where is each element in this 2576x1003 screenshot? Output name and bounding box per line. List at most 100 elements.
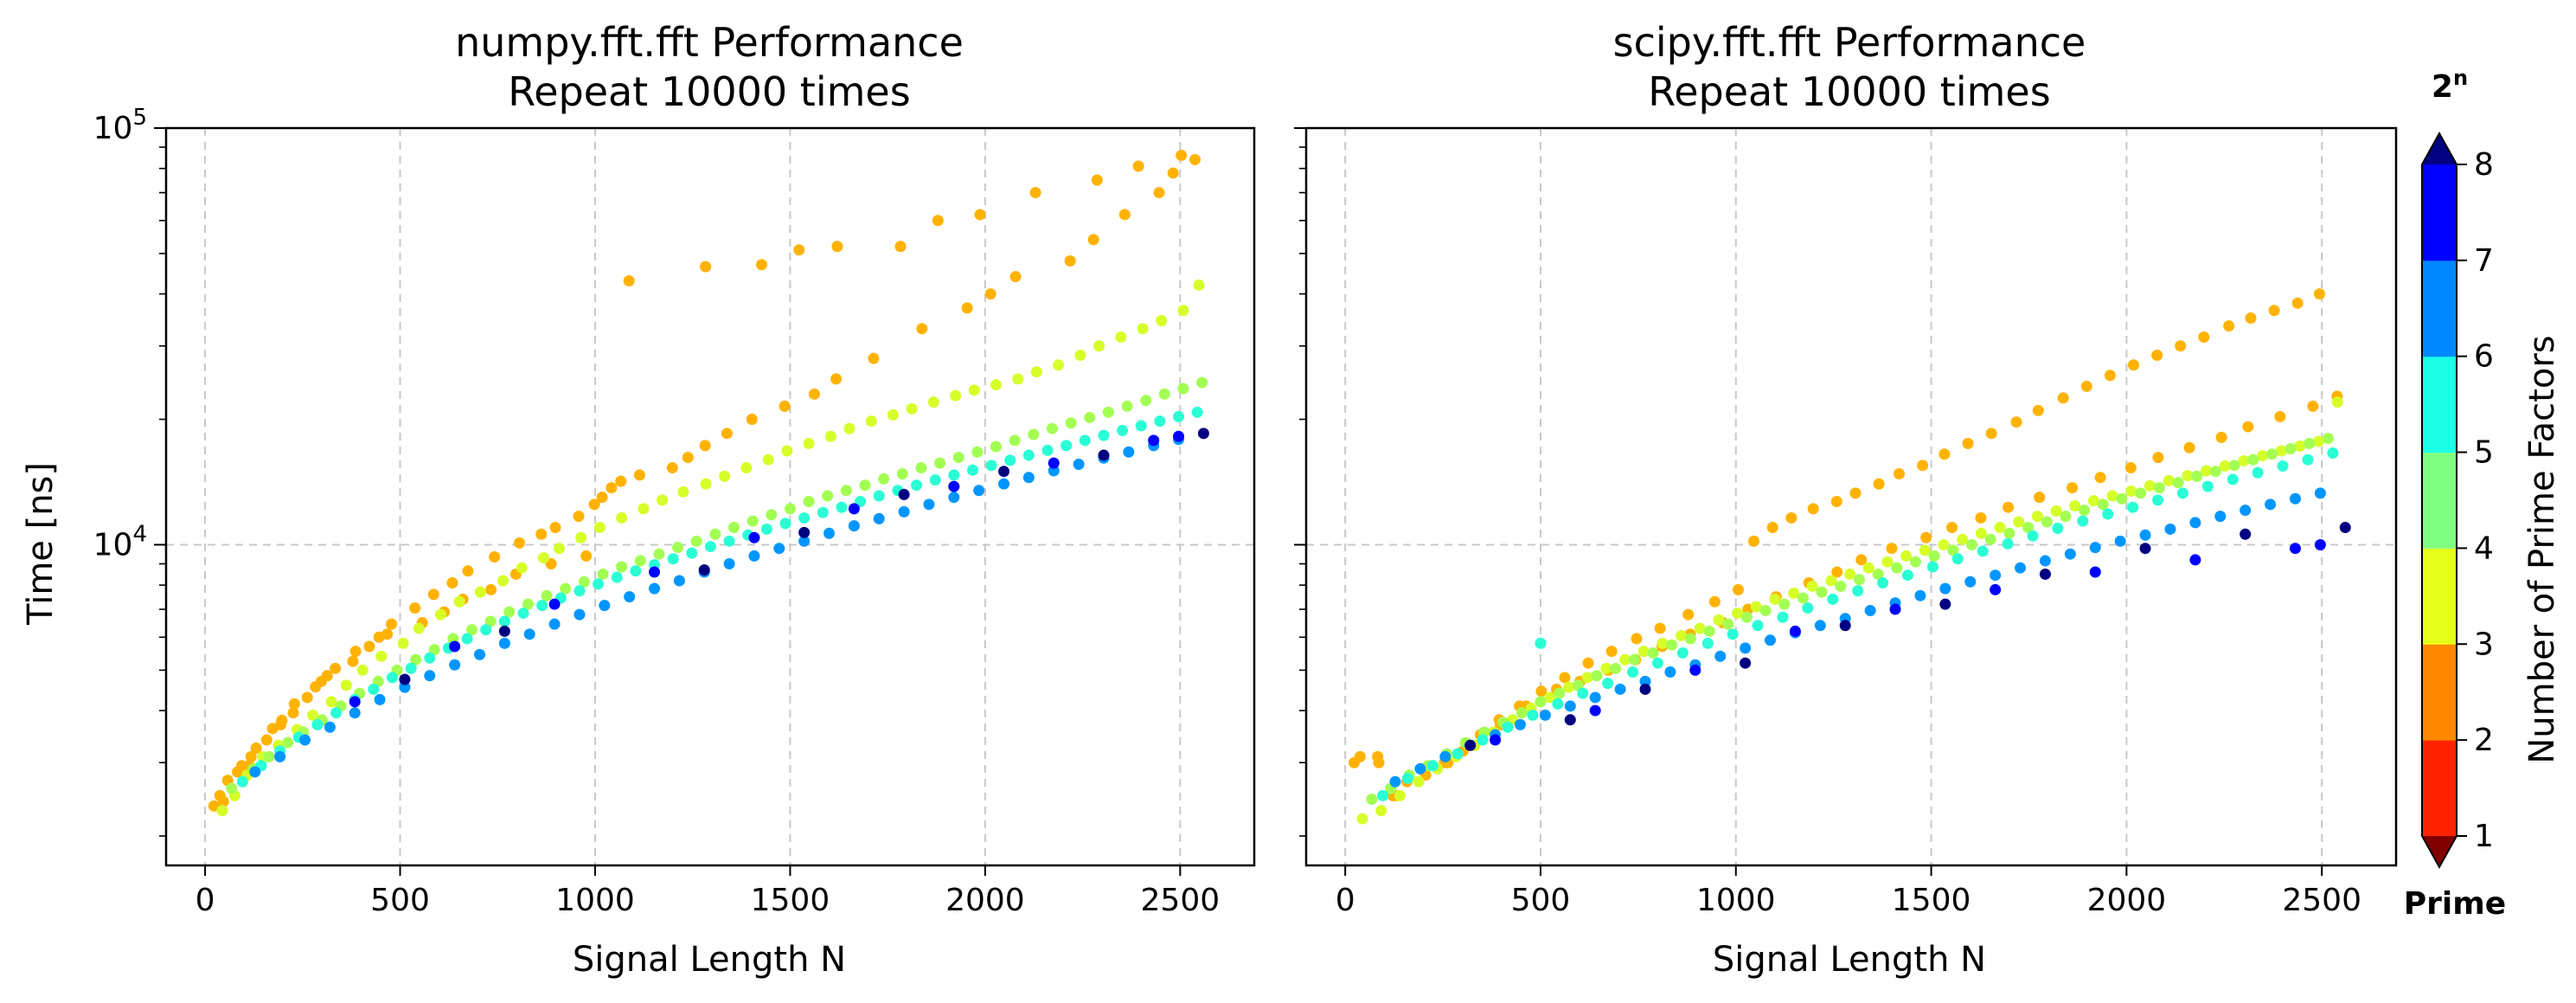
data-point: [1614, 683, 1626, 695]
data-point: [580, 550, 593, 562]
data-point: [399, 681, 411, 693]
data-point: [1173, 410, 1185, 422]
data-point: [480, 624, 492, 636]
data-point: [779, 400, 791, 412]
data-point: [1951, 553, 1964, 565]
data-point: [1087, 234, 1099, 246]
data-point: [606, 482, 618, 494]
data-point: [1539, 709, 1551, 721]
x-tick-label: 2000: [945, 883, 1025, 918]
data-point: [2057, 392, 2069, 404]
data-point: [1414, 762, 1426, 775]
data-point: [1079, 434, 1091, 447]
data-point: [214, 789, 226, 801]
data-point: [2339, 522, 2351, 534]
data-point: [1191, 406, 1203, 418]
data-point: [1591, 670, 1603, 682]
data-point: [386, 618, 398, 630]
x-tick-label: 1000: [1696, 883, 1776, 918]
data-point: [1703, 625, 1715, 637]
data-point: [368, 683, 380, 695]
data-point: [1554, 687, 1566, 699]
data-point: [2003, 527, 2015, 539]
data-point: [887, 408, 899, 421]
data-point: [1877, 577, 1889, 589]
data-point: [315, 675, 327, 687]
data-point: [1589, 704, 1601, 717]
data-point: [2128, 359, 2140, 371]
data-point: [548, 618, 561, 630]
data-point: [1189, 153, 1201, 165]
data-point: [535, 528, 548, 540]
data-point: [427, 588, 439, 601]
data-point: [2060, 511, 2072, 523]
data-point: [1752, 620, 1764, 632]
data-point: [873, 490, 885, 502]
data-point: [449, 659, 461, 671]
data-point: [1759, 605, 1772, 617]
data-point: [522, 598, 534, 610]
data-point: [1864, 605, 1876, 617]
data-point: [624, 591, 636, 603]
data-point: [374, 693, 386, 705]
data-point: [1064, 254, 1076, 267]
data-point: [1962, 437, 1974, 449]
data-point: [2080, 380, 2092, 392]
data-point: [1873, 478, 1885, 490]
data-point: [1946, 522, 1958, 534]
data-point: [1831, 566, 1843, 578]
data-point: [260, 734, 272, 746]
colorbar-segment: [2422, 164, 2457, 261]
x-tick-label: 1000: [555, 883, 635, 918]
data-point: [1966, 538, 1978, 550]
data-point: [2151, 349, 2163, 361]
data-point: [2265, 448, 2278, 460]
data-point: [1022, 449, 1035, 461]
data-point: [616, 511, 628, 524]
data-point: [848, 503, 860, 515]
data-point: [998, 478, 1010, 490]
data-point: [560, 582, 572, 595]
data-point: [1788, 587, 1800, 599]
y-tick-label: 104: [93, 521, 147, 563]
data-point: [848, 520, 860, 532]
data-point: [424, 652, 436, 664]
data-point: [773, 543, 785, 555]
data-point: [985, 460, 997, 472]
data-point: [704, 541, 716, 553]
data-point: [2198, 331, 2210, 344]
data-point: [307, 709, 319, 721]
data-point: [1028, 428, 1040, 440]
data-point: [923, 498, 935, 511]
data-point: [667, 553, 679, 565]
data-point: [1535, 685, 1548, 698]
data-point: [1426, 760, 1439, 772]
data-point: [263, 750, 275, 762]
data-point: [1041, 444, 1054, 456]
data-point: [723, 558, 735, 570]
data-point: [2069, 499, 2081, 511]
data-point: [474, 648, 486, 660]
data-point: [1156, 315, 1168, 327]
data-point: [686, 547, 698, 559]
data-point: [2124, 462, 2137, 474]
data-point: [2114, 535, 2126, 547]
colorbar-label: Number of Prime Factors: [2522, 335, 2562, 763]
data-point: [906, 402, 918, 415]
data-point: [2219, 460, 2231, 473]
data-point: [409, 602, 421, 614]
data-point: [760, 523, 772, 535]
data-point: [1029, 187, 1041, 199]
data-point: [1839, 620, 1851, 632]
x-tick-label: 1500: [1892, 883, 1971, 918]
data-point: [1389, 775, 1401, 788]
data-point: [673, 575, 685, 587]
data-point: [1816, 586, 1828, 598]
data-point: [1451, 748, 1464, 760]
data-point: [1373, 756, 1385, 768]
colorbar-tick-label: 7: [2474, 243, 2494, 279]
data-point: [2331, 396, 2343, 408]
data-point: [2313, 288, 2325, 300]
data-point: [859, 479, 871, 492]
